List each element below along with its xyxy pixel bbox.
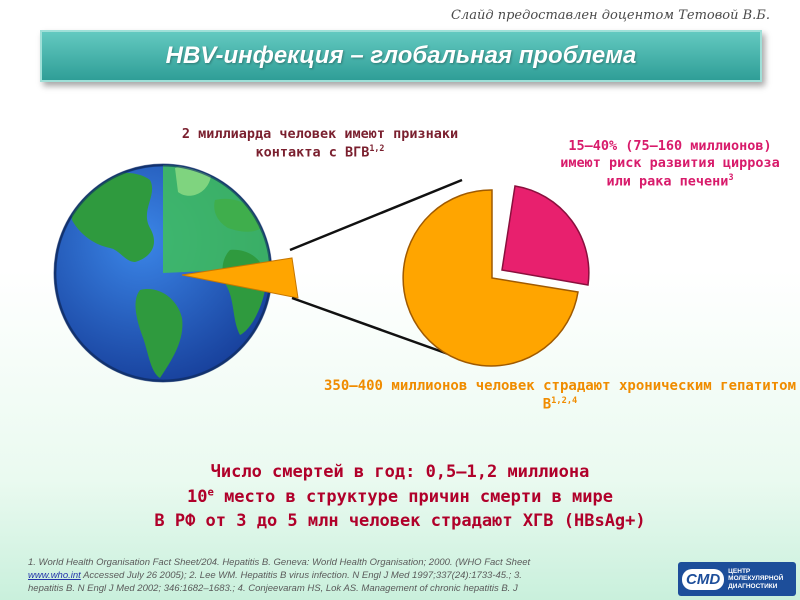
pie-slice-pink — [501, 185, 590, 286]
connector-bottom — [291, 296, 466, 362]
ref-part1: 1. World Health Organisation Fact Sheet/… — [28, 557, 531, 568]
stats-rank-sup: е — [207, 485, 214, 498]
callout-chronic-text: 350–400 миллионов человек страдают хрони… — [323, 378, 796, 413]
continent-north-america — [70, 172, 155, 262]
callout-risk-text: 15–40% (75–160 миллионов) имеют риск раз… — [560, 138, 780, 190]
continent-south-america — [135, 289, 183, 378]
callout-globe-text: 2 миллиарда человек имеют признаки конта… — [181, 126, 459, 161]
callout-chronic: 350–400 миллионов человек страдают хрони… — [320, 378, 800, 414]
callout-risk: 15–40% (75–160 миллионов) имеют риск раз… — [560, 138, 780, 190]
stats-rank-number: 10 — [187, 486, 208, 507]
cmd-logo-line3: ДИАГНОСТИКИ — [728, 582, 778, 590]
ref-part3: hepatitis B. N Engl J Med 2002; 346:1682… — [28, 582, 518, 594]
pie-slice-orange — [402, 189, 579, 367]
stats-line-russia: В РФ от 3 до 5 млн человек страдают ХГВ … — [154, 511, 646, 532]
cmd-logo-line2: МОЛЕКУЛЯРНОЙ — [728, 575, 784, 583]
globe-wedge — [181, 257, 299, 299]
cmd-logo-mark: CMD — [682, 568, 725, 590]
slide-credit: Слайд предоставлен доцентом Тетовой В.Б. — [450, 8, 770, 23]
cmd-logo-text: ЦЕНТР МОЛЕКУЛЯРНОЙ ДИАГНОСТИКИ — [728, 568, 783, 589]
stats-line-rank: 10е место в структуре причин смерти в ми… — [20, 485, 780, 510]
callout-chronic-sup: 1,2,4 — [551, 395, 578, 406]
chronic-pie — [402, 185, 590, 367]
stats-line-deaths: Число смертей в год: 0,5–1,2 миллиона — [210, 462, 590, 482]
references: 1. World Health Organisation Fact Sheet/… — [28, 557, 728, 595]
stats-rank-text: место в структуре причин смерти в мире — [213, 486, 613, 507]
slide-title: HBV-инфекция – глобальная проблема — [165, 42, 637, 69]
ref-link[interactable]: www.who.int — [28, 569, 81, 581]
cmd-logo-line1: ЦЕНТР — [728, 568, 751, 576]
stats-block: Число смертей в год: 0,5–1,2 миллиона 10… — [20, 460, 780, 534]
callout-globe-sup: 1,2 — [369, 142, 385, 153]
ref-part2: Accessed July 26 2005); 2. Lee WM. Hepat… — [80, 569, 522, 581]
callout-risk-sup: 3 — [728, 171, 734, 182]
title-bar: HBV-инфекция – глобальная проблема — [40, 30, 762, 82]
cmd-logo: CMD ЦЕНТР МОЛЕКУЛЯРНОЙ ДИАГНОСТИКИ — [678, 562, 796, 596]
connector-top — [289, 178, 463, 252]
callout-globe: 2 миллиарда человек имеют признаки конта… — [150, 126, 490, 161]
continent-europe — [214, 198, 265, 232]
